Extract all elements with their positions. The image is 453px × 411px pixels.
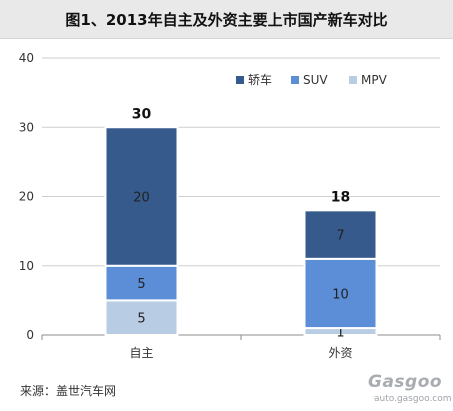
data-label: 7 xyxy=(336,229,344,244)
data-label: 10 xyxy=(332,287,349,302)
legend-label: SUV xyxy=(303,73,328,87)
source-note: 来源：盖世汽车网 xyxy=(20,384,117,398)
y-tick-label: 20 xyxy=(19,190,34,204)
legend-swatch xyxy=(291,76,299,84)
legend-label: MPV xyxy=(361,73,388,87)
total-label: 30 xyxy=(132,106,152,122)
x-category-label: 自主 xyxy=(129,346,153,360)
watermark-url: auto.gasgoo.com xyxy=(374,394,452,404)
data-label: 5 xyxy=(137,312,145,327)
watermark-logo: Gasgoo xyxy=(368,372,443,392)
y-tick-label: 40 xyxy=(19,51,34,65)
gasgoo-watermark: Gasgoo auto.gasgoo.com xyxy=(368,368,452,406)
bar-segment xyxy=(303,257,378,330)
y-tick-label: 10 xyxy=(19,259,34,273)
title-bar xyxy=(0,0,453,39)
legend-swatch xyxy=(236,76,244,84)
legend-swatch xyxy=(349,76,357,84)
y-tick-label: 0 xyxy=(26,328,34,342)
x-category-label: 外资 xyxy=(328,346,352,360)
total-label: 18 xyxy=(331,189,350,205)
y-tick-label: 30 xyxy=(19,120,34,134)
bar-segment xyxy=(303,209,378,260)
legend-label: 轿车 xyxy=(248,72,272,87)
bar-segment xyxy=(104,126,179,267)
data-label: 1 xyxy=(336,326,344,341)
data-label: 20 xyxy=(133,191,150,206)
data-label: 5 xyxy=(137,277,145,292)
chart-title: 图1、2013年自主及外资主要上市国产新车对比 xyxy=(65,11,388,29)
